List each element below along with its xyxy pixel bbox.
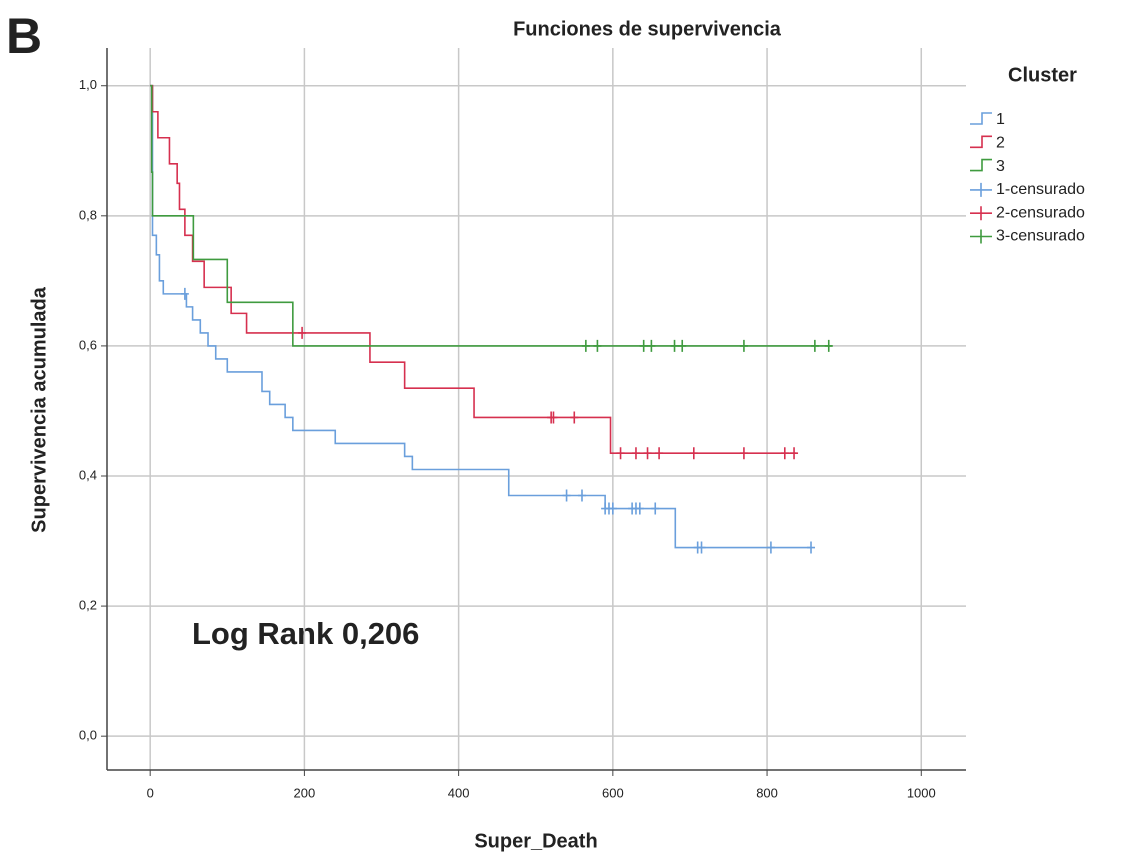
censor-mark [593,339,602,352]
censor-mark [780,447,789,460]
legend-symbol [970,229,992,244]
x-tick-label: 600 [602,785,624,800]
censor-mark [631,447,640,460]
x-tick-label: 0 [147,785,154,800]
legend-title: Cluster [1008,64,1077,86]
legend-label: 1-censurado [996,181,1085,198]
legend-symbol [970,112,992,125]
legend-label: 3-censurado [996,228,1085,245]
legend-symbol [970,135,992,149]
censor-mark [807,541,816,554]
legend-symbol [970,182,992,197]
survival-curve [150,84,797,455]
y-tick-label: 0,8 [79,207,97,222]
censor-mark [647,339,656,352]
y-tick-label: 0,4 [79,467,97,482]
censor-mark [581,339,590,352]
panel-label: B [6,8,42,64]
x-tick-label: 800 [756,785,778,800]
censor-mark [180,287,189,300]
censor-mark [670,339,679,352]
censor-mark [562,489,571,502]
censor-mark [570,411,579,424]
y-axis-label: Supervivencia acumulada [28,286,50,533]
legend-symbol [970,158,992,172]
y-tick-label: 0,2 [79,598,97,613]
censor-mark [643,447,652,460]
legend-label: 3 [996,158,1005,175]
x-tick-label: 400 [448,785,470,800]
censor-mark [689,447,698,460]
y-tick-label: 1,0 [79,77,97,92]
censor-mark [766,541,775,554]
legend-label: 2-censurado [996,204,1085,221]
censor-mark [298,326,307,339]
censor-mark [697,541,706,554]
censor-mark [678,339,687,352]
censor-mark [824,339,833,352]
censor-mark [608,502,617,515]
survival-curve [150,84,833,347]
y-tick-label: 0,0 [79,728,97,743]
censor-mark [549,411,558,424]
legend-label: 1 [996,111,1005,128]
censor-mark [655,447,664,460]
censor-mark [635,502,644,515]
censor-mark [616,447,625,460]
censor-mark [810,339,819,352]
y-tick-label: 0,6 [79,337,97,352]
censor-mark [639,339,648,352]
censor-mark [577,489,586,502]
grid [107,48,966,770]
chart-title: Funciones de supervivencia [513,18,782,40]
censor-mark [739,447,748,460]
legend-label: 2 [996,135,1005,152]
x-tick-label: 200 [294,785,316,800]
survival-curve [150,84,812,549]
x-axis-label: Super_Death [474,830,597,852]
x-tick-label: 1000 [907,785,936,800]
censor-mark [739,339,748,352]
legend-symbol [970,206,992,221]
annotation: Log Rank 0,206 [192,616,419,651]
censor-mark [790,447,799,460]
censor-mark [651,502,660,515]
